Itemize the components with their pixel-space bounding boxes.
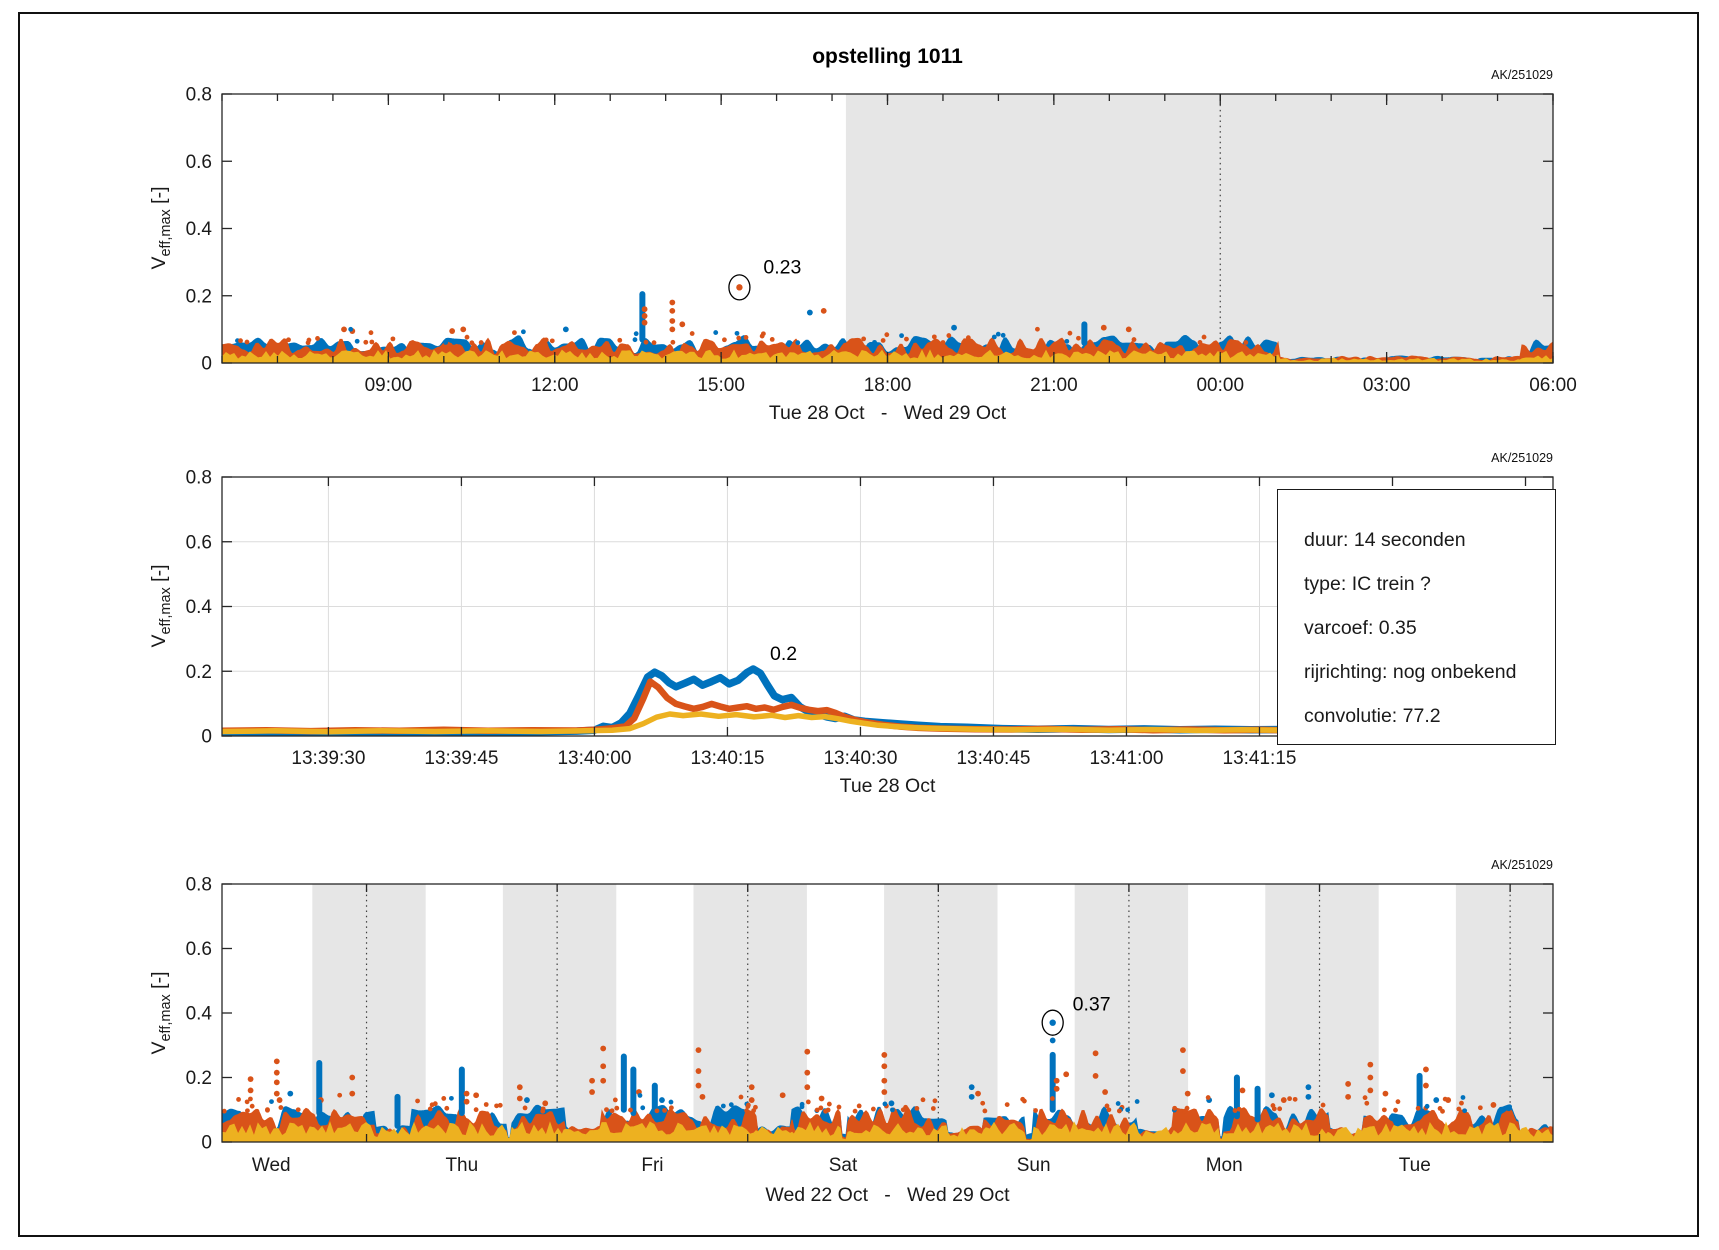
y-axis-label-bottom: Veff,max [-] xyxy=(145,903,174,1123)
svg-text:0.2: 0.2 xyxy=(186,286,212,307)
svg-text:0: 0 xyxy=(201,1133,212,1154)
svg-text:00:00: 00:00 xyxy=(1196,375,1244,396)
day-overview-max-annotation: 0.23 xyxy=(728,256,801,301)
svg-text:13:39:30: 13:39:30 xyxy=(291,748,365,769)
event-info-box: duur: 14 seconden type: IC trein ? varco… xyxy=(1277,489,1556,745)
night-shading xyxy=(884,884,998,1142)
svg-text:13:40:15: 13:40:15 xyxy=(690,748,764,769)
night-shading xyxy=(1074,884,1189,1142)
night-shading xyxy=(502,884,617,1142)
week-overview-max-annotation: 0.37 xyxy=(1041,994,1111,1036)
svg-text:0.2: 0.2 xyxy=(186,662,212,683)
svg-text:Tue: Tue xyxy=(1399,1155,1431,1176)
svg-text:0.6: 0.6 xyxy=(186,152,212,173)
corner-label-top: AK/251029 xyxy=(1491,68,1553,82)
day-overview-chart: 09:00 12:00 15:00 18:00 21:00 00:00 03:00 06:00… xyxy=(186,85,1577,397)
svg-text:09:00: 09:00 xyxy=(365,375,413,396)
night-shading xyxy=(1455,884,1553,1142)
svg-text:0: 0 xyxy=(201,354,212,375)
x-axis-label-bottom: Wed 22 Oct - Wed 29 Oct xyxy=(765,1184,1010,1206)
night-shading xyxy=(845,94,1553,363)
svg-text:13:41:00: 13:41:00 xyxy=(1089,748,1163,769)
info-type: type: IC trein ? xyxy=(1304,573,1431,595)
ylabel-symbol: V xyxy=(148,1041,170,1055)
info-convolutie: convolutie: 77.2 xyxy=(1304,705,1441,727)
chart-title: opstelling 1011 xyxy=(812,45,963,68)
svg-text:Fri: Fri xyxy=(641,1155,663,1176)
night-shading xyxy=(693,884,807,1142)
y-axis-label-top: Veff,max [-] xyxy=(145,118,174,338)
svg-text:21:00: 21:00 xyxy=(1030,375,1078,396)
event-detail-chart: 13:39:30 13:39:45 13:40:00 13:40:15 13:40:30… xyxy=(186,468,1554,769)
svg-text:0.2: 0.2 xyxy=(770,643,797,665)
svg-text:Thu: Thu xyxy=(445,1155,478,1176)
svg-text:18:00: 18:00 xyxy=(864,375,912,396)
x-axis-label-top: Tue 28 Oct - Wed 29 Oct xyxy=(768,402,1007,424)
event-detail-series-yellow xyxy=(222,711,1289,735)
svg-text:Sun: Sun xyxy=(1017,1155,1051,1176)
svg-text:15:00: 15:00 xyxy=(697,375,745,396)
svg-text:0.4: 0.4 xyxy=(186,1004,213,1025)
ylabel-subscript: eff,max xyxy=(158,209,174,257)
ylabel-unit: [-] xyxy=(148,971,170,995)
svg-text:0.6: 0.6 xyxy=(186,939,212,960)
svg-text:Sat: Sat xyxy=(829,1155,858,1176)
night-shading xyxy=(312,884,426,1142)
svg-text:13:41:15: 13:41:15 xyxy=(1223,748,1297,769)
info-duur: duur: 14 seconden xyxy=(1304,529,1466,551)
svg-text:0.2: 0.2 xyxy=(186,1068,212,1089)
x-axis-label-middle: Tue 28 Oct xyxy=(839,775,936,797)
info-varcoef: varcoef: 0.35 xyxy=(1304,617,1417,639)
svg-text:13:39:45: 13:39:45 xyxy=(424,748,498,769)
svg-text:0: 0 xyxy=(201,727,212,748)
svg-text:06:00: 06:00 xyxy=(1529,375,1577,396)
svg-text:0.23: 0.23 xyxy=(763,256,801,278)
week-overview-series-yellow xyxy=(222,1121,1553,1142)
ylabel-symbol: V xyxy=(148,256,170,270)
ylabel-unit: [-] xyxy=(148,186,170,210)
svg-text:Wed: Wed xyxy=(252,1155,291,1176)
week-overview-chart: Wed Thu Fri Sat Sun Mon Tue 0 0.2 0.4 0.6 0.8 0.37 xyxy=(186,875,1554,1176)
ylabel-subscript: eff,max xyxy=(158,587,174,635)
ylabel-symbol: V xyxy=(148,634,170,648)
svg-text:12:00: 12:00 xyxy=(531,375,579,396)
corner-label-bottom: AK/251029 xyxy=(1491,858,1553,872)
svg-text:0.8: 0.8 xyxy=(186,468,212,489)
corner-label-middle: AK/251029 xyxy=(1491,451,1553,465)
svg-text:0.6: 0.6 xyxy=(186,532,212,553)
event-detail-max-annotation: 0.2 xyxy=(770,643,797,665)
info-rijrichting: rijrichting: nog onbekend xyxy=(1304,661,1517,683)
svg-text:Mon: Mon xyxy=(1206,1155,1243,1176)
svg-text:0.8: 0.8 xyxy=(186,85,212,106)
svg-text:0.4: 0.4 xyxy=(186,597,213,618)
svg-text:13:40:30: 13:40:30 xyxy=(823,748,897,769)
svg-text:0.37: 0.37 xyxy=(1073,994,1111,1016)
ylabel-subscript: eff,max xyxy=(158,994,174,1042)
svg-text:0.4: 0.4 xyxy=(186,219,213,240)
svg-text:13:40:00: 13:40:00 xyxy=(557,748,631,769)
ylabel-unit: [-] xyxy=(148,564,170,588)
svg-text:13:40:45: 13:40:45 xyxy=(956,748,1030,769)
y-axis-label-middle: Veff,max [-] xyxy=(145,496,174,716)
svg-text:0.8: 0.8 xyxy=(186,875,212,896)
svg-text:03:00: 03:00 xyxy=(1363,375,1411,396)
